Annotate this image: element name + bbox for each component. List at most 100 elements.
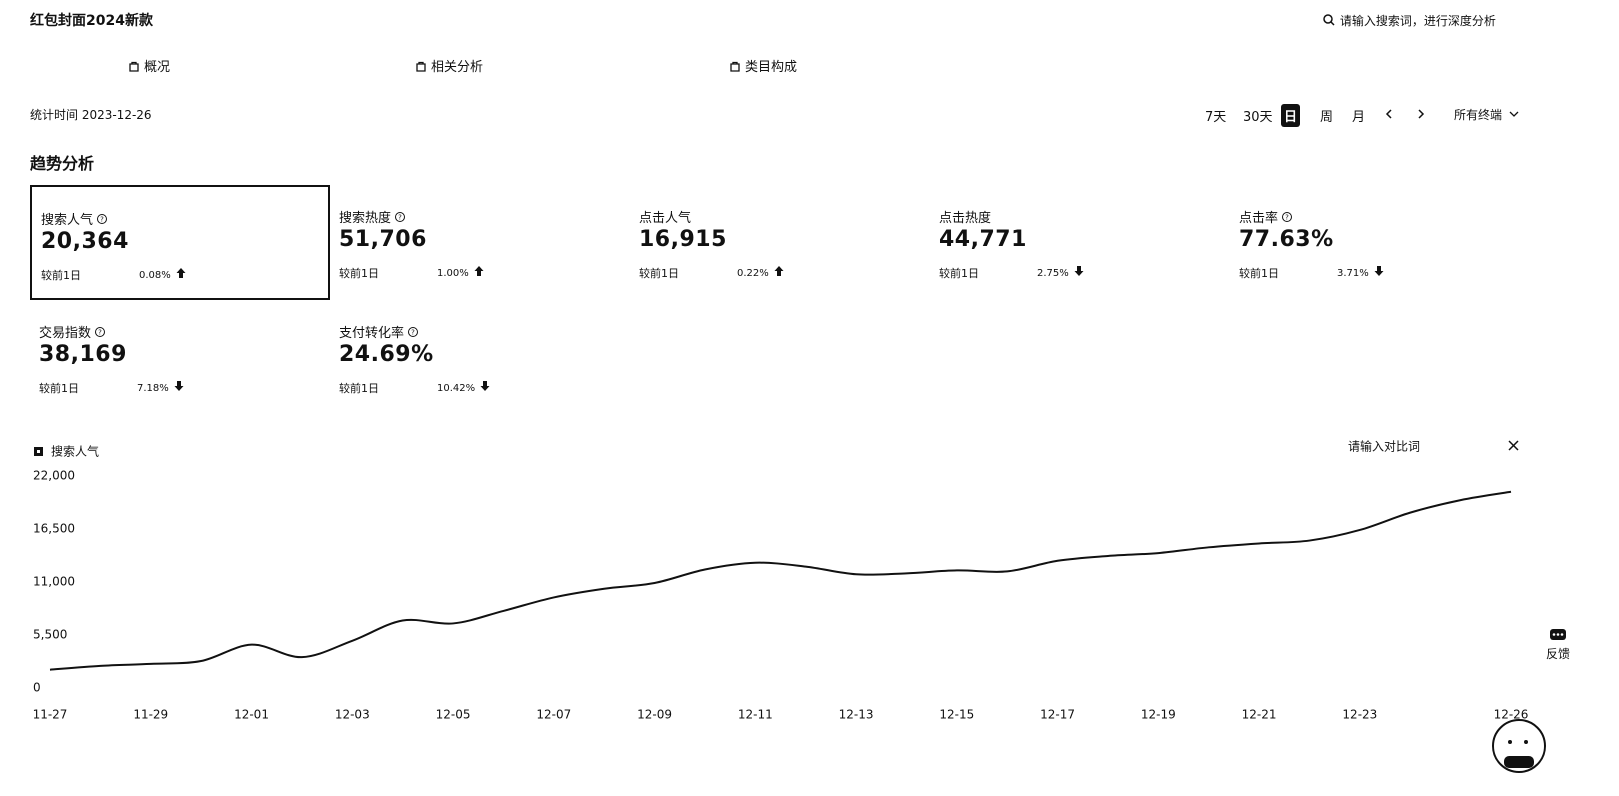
x-tick-label: 12-05 <box>436 708 471 722</box>
legend-label: 搜索人气 <box>51 444 99 459</box>
help-icon[interactable]: ? <box>1281 211 1293 223</box>
nav-arrow[interactable] <box>1384 108 1394 120</box>
x-tick-label: 12-17 <box>1040 708 1075 722</box>
y-tick-label: 5,500 <box>33 628 67 642</box>
device-select[interactable]: 所有终端 <box>1454 106 1520 123</box>
metric-change: 3.71% <box>1337 265 1385 279</box>
metric-compare: 较前1日 <box>41 269 81 282</box>
metric-change: 10.42% <box>437 380 491 394</box>
page-title: 红包封面2024新款 <box>30 13 153 29</box>
metric-compare: 较前1日 <box>339 382 379 395</box>
feedback-label: 反馈 <box>1546 647 1571 661</box>
search-placeholder: 请输入搜索词，进行深度分析 <box>1339 14 1496 28</box>
help-icon[interactable]: ? <box>407 326 419 338</box>
metric-compare: 较前1日 <box>1239 267 1279 280</box>
x-tick-label: 12-11 <box>738 708 773 722</box>
metric-card[interactable]: 搜索人气? 20,364 较前1日 0.08% <box>30 185 330 300</box>
metric-value: 77.63% <box>1239 227 1334 252</box>
search-icon <box>1323 14 1335 26</box>
metric-label: 交易指数? <box>39 322 106 341</box>
metric-change: 2.75% <box>1037 265 1085 279</box>
legend-swatch-inner <box>37 450 40 453</box>
tab[interactable]: 类目构成 <box>729 56 797 75</box>
series-line <box>49 490 1512 671</box>
trend-arrow <box>774 266 784 276</box>
metric-card[interactable]: 支付转化率? 24.69% 较前1日 10.42% <box>330 300 630 415</box>
dropdown-icon <box>1509 111 1519 117</box>
period-option[interactable]: 月 <box>1352 110 1366 125</box>
period-option[interactable]: 周 <box>1320 110 1334 125</box>
metric-card[interactable]: 点击热度 44,771 较前1日 2.75% <box>930 185 1230 300</box>
metric-change: 1.00% <box>437 265 485 279</box>
x-tick-label: 12-09 <box>637 708 672 722</box>
stat-time: 统计时间 2023-12-26 <box>30 108 152 122</box>
metric-value: 20,364 <box>41 229 129 254</box>
y-tick-label: 22,000 <box>33 469 75 483</box>
metric-value: 38,169 <box>39 342 127 367</box>
metric-change: 0.08% <box>139 267 187 281</box>
tab-icon <box>730 61 740 72</box>
x-tick-label: 12-13 <box>839 708 874 722</box>
x-tick-label: 12-21 <box>1242 708 1277 722</box>
x-tick-label: 12-07 <box>536 708 571 722</box>
metric-label: 点击人气 <box>639 211 692 226</box>
trend-arrow <box>176 268 186 278</box>
help-icon[interactable]: ? <box>394 211 406 223</box>
feedback-button[interactable]: 反馈 <box>1546 628 1570 662</box>
x-tick-label: 11-27 <box>33 708 68 722</box>
svg-text:?: ? <box>411 329 415 337</box>
period-option[interactable]: 30天 <box>1243 110 1273 125</box>
metric-compare: 较前1日 <box>639 267 679 280</box>
svg-text:?: ? <box>98 329 102 337</box>
feedback-icon <box>1550 629 1566 640</box>
tab-icon <box>129 61 139 72</box>
tab[interactable]: 概况 <box>128 56 170 75</box>
x-tick-label: 12-15 <box>939 708 974 722</box>
svg-text:?: ? <box>398 214 402 222</box>
trend-arrow <box>1374 266 1384 276</box>
tab-label: 相关分析 <box>431 60 484 75</box>
y-tick-label: 11,000 <box>33 575 75 589</box>
y-tick-label: 0 <box>33 681 41 695</box>
tab[interactable]: 相关分析 <box>415 56 483 75</box>
x-tick-label: 12-19 <box>1141 708 1176 722</box>
metric-change: 0.22% <box>737 265 785 279</box>
metric-value: 44,771 <box>939 227 1027 252</box>
svg-text:?: ? <box>100 216 104 224</box>
period-option[interactable]: 日 <box>1281 104 1301 127</box>
metric-value: 51,706 <box>339 227 427 252</box>
metric-label: 点击率? <box>1239 207 1293 226</box>
search-box[interactable]: 请输入搜索词，进行深度分析 <box>1322 12 1496 29</box>
y-tick-label: 16,500 <box>33 522 75 536</box>
section-title: 趋势分析 <box>30 154 95 173</box>
metric-compare: 较前1日 <box>39 382 79 395</box>
period-option[interactable]: 7天 <box>1205 110 1227 125</box>
mascot-icon[interactable] <box>1488 712 1550 782</box>
help-icon[interactable]: ? <box>96 213 108 225</box>
metric-label: 搜索人气? <box>41 209 108 228</box>
trend-arrow <box>480 381 490 391</box>
metric-label: 搜索热度? <box>339 207 406 226</box>
trend-arrow <box>474 266 484 276</box>
metric-change: 7.18% <box>137 380 185 394</box>
svg-text:?: ? <box>1285 214 1289 222</box>
chart: 搜索人气 请输入对比词 0 5,500 11,000 16,500 22,000 11-2… <box>33 439 1529 722</box>
x-tick-label: 11-29 <box>133 708 168 722</box>
nav-arrow[interactable] <box>1416 108 1426 120</box>
tab-icon <box>416 61 426 72</box>
trend-arrow <box>1074 266 1084 276</box>
tab-label: 概况 <box>144 60 171 75</box>
metric-card[interactable]: 交易指数? 38,169 较前1日 7.18% <box>30 300 330 415</box>
metric-compare: 较前1日 <box>939 267 979 280</box>
help-icon[interactable]: ? <box>94 326 106 338</box>
metric-value: 24.69% <box>339 342 434 367</box>
metric-card[interactable]: 点击人气 16,915 较前1日 0.22% <box>630 185 930 300</box>
metric-card[interactable]: 搜索热度? 51,706 较前1日 1.00% <box>330 185 630 300</box>
metric-label: 支付转化率? <box>339 322 419 341</box>
close-icon[interactable] <box>1508 440 1519 451</box>
metric-card[interactable]: 点击率? 77.63% 较前1日 3.71% <box>1230 185 1530 300</box>
compare-input[interactable]: 请输入对比词 <box>1348 439 1420 454</box>
x-tick-label: 12-23 <box>1342 708 1377 722</box>
x-tick-label: 12-26 <box>1494 708 1529 722</box>
